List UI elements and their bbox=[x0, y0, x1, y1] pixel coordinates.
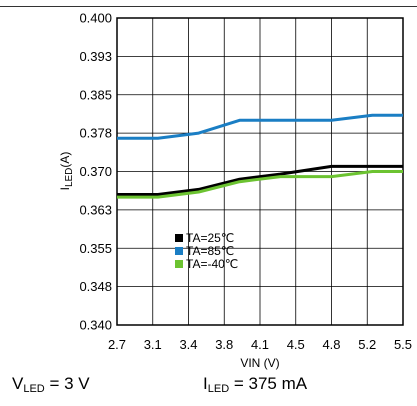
caption-vled-sub: LED bbox=[23, 383, 45, 395]
caption-vled-value: = 3 V bbox=[44, 374, 90, 393]
x-tick-label: 3.4 bbox=[179, 337, 197, 352]
legend-swatch-0 bbox=[175, 234, 183, 242]
legend-label-1: TA=85℃ bbox=[186, 244, 234, 258]
x-tick-label: 4.5 bbox=[287, 337, 305, 352]
series-lines bbox=[117, 113, 403, 199]
x-tick-label: 4.8 bbox=[322, 337, 340, 352]
y-tick-label: 0.385 bbox=[79, 87, 112, 102]
x-tick-label: 3.1 bbox=[144, 337, 162, 352]
legend-label-0: TA=25℃ bbox=[186, 231, 234, 245]
y-tick-label: 0.340 bbox=[79, 318, 112, 333]
legend-swatch-2 bbox=[175, 260, 183, 268]
y-axis-label-unit: (A) bbox=[58, 152, 72, 168]
y-axis-label: ILED(A) bbox=[58, 152, 75, 191]
y-tick-label: 0.378 bbox=[79, 126, 112, 141]
x-tick-label: 5.5 bbox=[394, 337, 412, 352]
x-axis-ticks: 2.7 3.1 3.4 3.8 4.1 4.5 4.8 5.2 5.5 bbox=[108, 337, 412, 352]
legend: TA=25℃TA=85℃TA=-40℃ bbox=[175, 231, 238, 271]
caption-vled: VLED = 3 V bbox=[12, 374, 90, 395]
y-tick-label: 0.400 bbox=[79, 11, 112, 26]
current-vs-vin-chart: 0.400 0.393 0.385 0.378 0.370 0.363 0.355 0.348… bbox=[0, 6, 417, 370]
y-axis-ticks: 0.400 0.393 0.385 0.378 0.370 0.363 0.355 0.348… bbox=[79, 11, 112, 333]
x-tick-label: 5.2 bbox=[358, 337, 376, 352]
caption-iled: ILED = 375 mA bbox=[203, 374, 308, 395]
y-axis-label-sub: LED bbox=[64, 168, 75, 187]
x-tick-label: 3.8 bbox=[215, 337, 233, 352]
caption-iled-value: = 375 mA bbox=[229, 374, 308, 393]
caption-vled-main: V bbox=[12, 374, 24, 393]
caption-iled-sub: LED bbox=[207, 383, 230, 395]
x-axis-label: VIN (V) bbox=[240, 356, 279, 370]
x-tick-label: 2.7 bbox=[108, 337, 126, 352]
x-tick-label: 4.1 bbox=[251, 337, 269, 352]
y-tick-label: 0.370 bbox=[79, 164, 112, 179]
y-tick-label: 0.348 bbox=[79, 279, 112, 294]
grid bbox=[117, 18, 403, 325]
series-line-0 bbox=[117, 164, 403, 196]
legend-swatch-1 bbox=[175, 247, 183, 255]
legend-label-2: TA=-40℃ bbox=[186, 257, 238, 271]
y-tick-label: 0.363 bbox=[79, 202, 112, 217]
caption-iled-main: I bbox=[203, 374, 208, 393]
series-line-2 bbox=[117, 170, 403, 199]
y-tick-label: 0.393 bbox=[79, 49, 112, 64]
y-tick-label: 0.355 bbox=[79, 241, 112, 256]
y-axis-label-main: I bbox=[58, 187, 72, 190]
series-line-1 bbox=[117, 113, 403, 140]
